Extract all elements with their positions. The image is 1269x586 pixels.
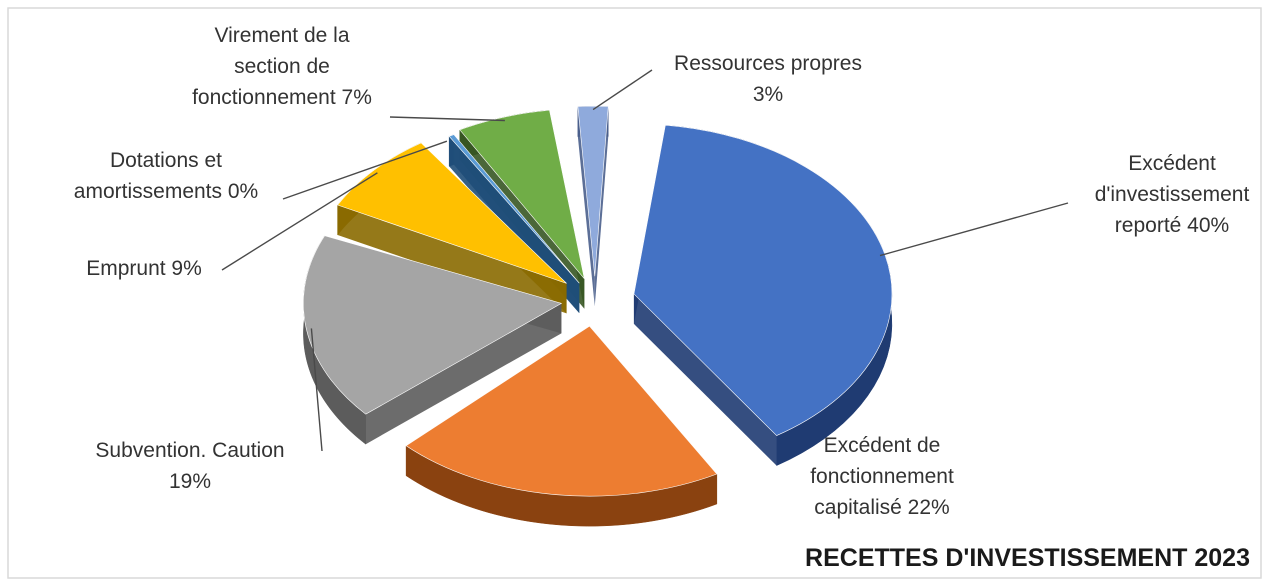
slice-label-line: capitalisé 22%	[814, 496, 949, 519]
pie-slice-7	[577, 105, 609, 307]
slice-label-line: fonctionnement	[810, 465, 954, 488]
pie-slice-1	[633, 124, 893, 466]
leaders-layer	[221, 69, 1069, 452]
slice-label-1: Excédent d'investissement reporté 40%	[1095, 152, 1250, 237]
slice-label-7: Ressources propres 3%	[674, 52, 862, 106]
pie-slice-side	[577, 106, 595, 307]
slice-label-2: Excédent de fonctionnement capitalisé 22%	[810, 434, 954, 519]
pie-slice-top	[337, 142, 567, 284]
pie-slice-top	[577, 105, 609, 277]
pie-slice-side	[594, 106, 609, 307]
pie-slice-top	[459, 109, 585, 279]
slice-label-line: Dotations et	[110, 149, 222, 172]
leader-line-4	[221, 172, 378, 271]
slice-label-6: Virement de la section de fonctionnement 7…	[192, 24, 372, 109]
pie-slice-top	[303, 235, 563, 415]
slice-label-line: d'investissement	[1095, 183, 1250, 206]
leader-line-5	[282, 140, 448, 200]
slice-label-line: Ressources propres	[674, 52, 862, 75]
slice-label-line: fonctionnement 7%	[192, 86, 372, 109]
leader-line-6	[389, 116, 505, 122]
slices-layer	[303, 105, 893, 527]
pie-slice-4	[337, 142, 567, 314]
slice-label-4: Emprunt 9%	[86, 257, 202, 280]
pie-slice-side	[633, 293, 777, 466]
slice-label-3: Subvention. Caution 19%	[95, 439, 284, 493]
pie-slice-3	[303, 234, 563, 445]
pie-slice-side	[337, 205, 567, 314]
leader-line-7	[592, 69, 653, 111]
slice-label-line: 19%	[169, 470, 211, 493]
slice-label-line: Excédent de	[824, 434, 941, 457]
slice-label-line: Excédent	[1128, 152, 1216, 175]
pie-slice-side	[365, 303, 562, 445]
slice-label-5: Dotations et amortissements 0%	[74, 149, 258, 203]
pie-slice-top	[448, 134, 580, 284]
slice-label-line: amortissements 0%	[74, 180, 258, 203]
pie-slice-top	[405, 325, 718, 497]
slice-label-line: Emprunt 9%	[86, 257, 202, 280]
leader-line-3	[310, 328, 323, 452]
slice-label-line: section de	[234, 55, 330, 78]
slice-label-line: Subvention. Caution	[95, 439, 284, 462]
pie-slice-2	[405, 325, 718, 527]
slice-label-line: reporté 40%	[1115, 214, 1229, 237]
chart-title: RECETTES D'INVESTISSEMENT 2023	[805, 544, 1250, 572]
slice-label-line: Virement de la	[214, 24, 349, 47]
leader-line-1	[879, 202, 1069, 257]
labels-layer: Excédent d'investissement reporté 40%Excéd…	[74, 24, 1250, 519]
slice-label-line: 3%	[753, 83, 783, 106]
